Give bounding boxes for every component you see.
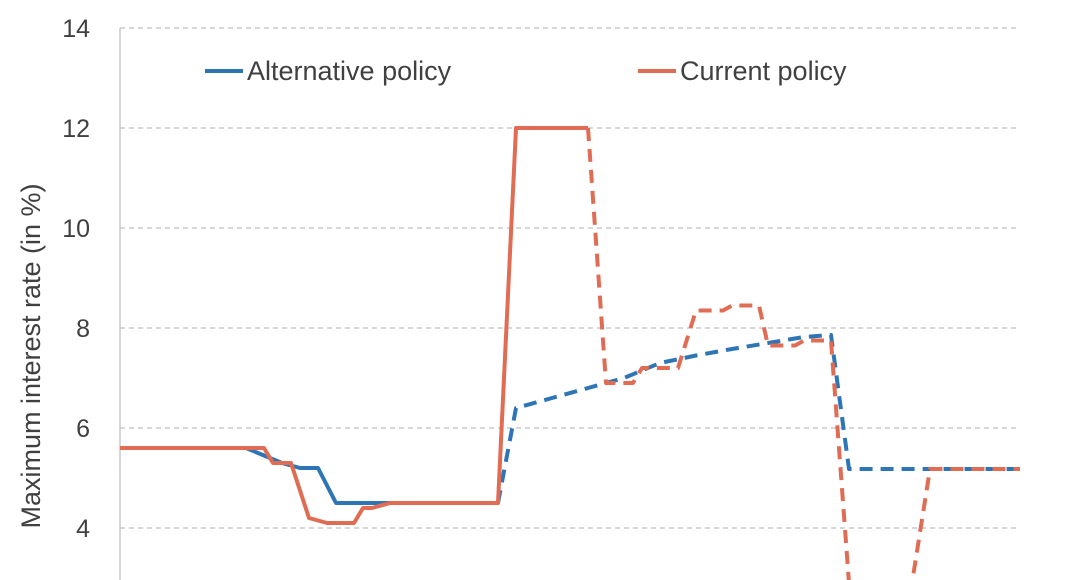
y-tick-label-14: 14 — [62, 15, 90, 43]
y-tick-label-6: 6 — [76, 415, 90, 443]
current-policy-line-solid — [120, 126, 588, 525]
y-axis-title: Maximum interest rate (in %) — [16, 183, 46, 528]
grid-layer — [120, 27, 1020, 529]
y-tick-label-4: 4 — [76, 515, 90, 543]
alternative-policy-line-dashed — [496, 333, 1020, 504]
series-layer — [120, 126, 1020, 580]
y-tick-label-8: 8 — [76, 315, 90, 343]
legend-label-current-policy: Current policy — [680, 56, 847, 86]
legend: Alternative policy Current policy — [205, 56, 847, 86]
legend-label-alternative-policy: Alternative policy — [247, 56, 452, 86]
alternative-policy-line-solid — [120, 446, 498, 505]
y-tick-label-10: 10 — [62, 215, 90, 243]
current-policy-line-dashed — [586, 127, 1020, 580]
axis-layer: 4 6 8 10 12 14 — [62, 15, 121, 580]
y-tick-label-12: 12 — [62, 115, 90, 143]
